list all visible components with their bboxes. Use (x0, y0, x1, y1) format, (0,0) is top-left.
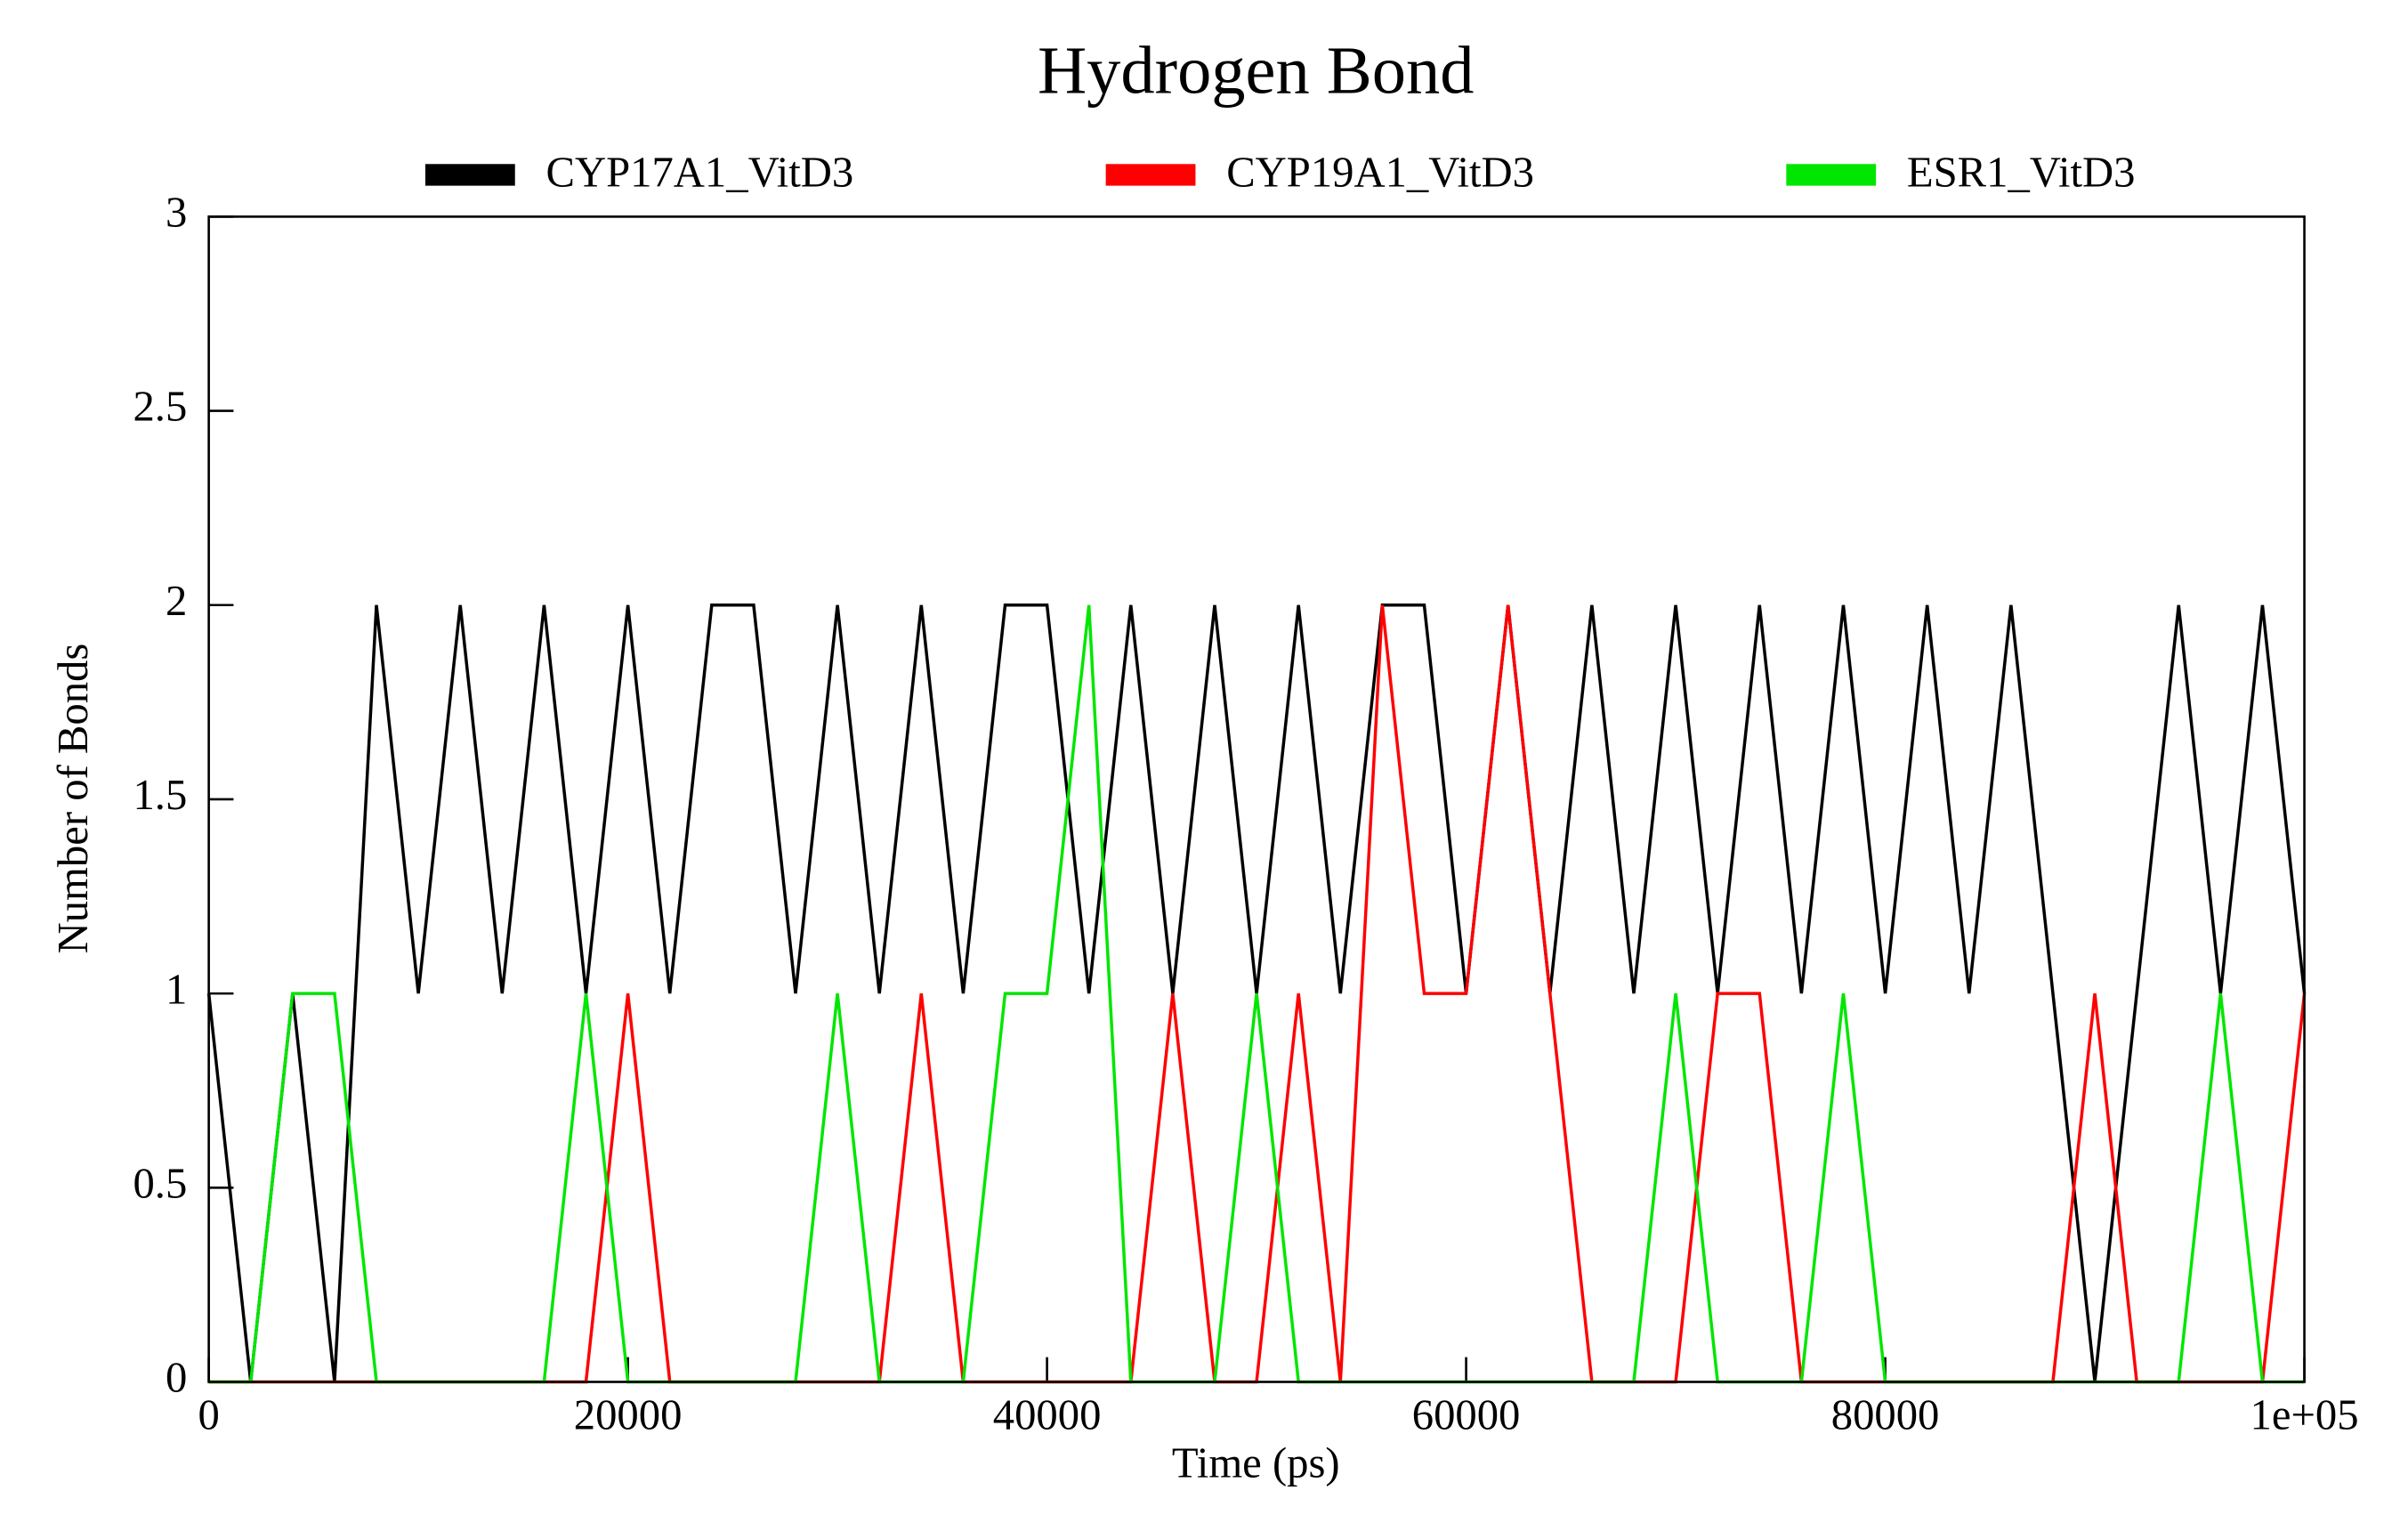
x-tick-label: 60000 (1412, 1390, 1521, 1438)
y-axis-label: Number of Bonds (49, 644, 97, 954)
legend-label: CYP19A1_VitD3 (1226, 148, 1534, 196)
legend-label: CYP17A1_VitD3 (545, 148, 853, 196)
y-tick-label: 1.5 (133, 771, 187, 819)
y-tick-label: 0 (166, 1354, 187, 1402)
x-tick-label: 40000 (993, 1390, 1102, 1438)
plot-frame (207, 215, 2306, 1383)
y-tick-label: 2 (166, 577, 187, 625)
x-tick-label: 0 (198, 1390, 219, 1438)
y-tick-label: 0.5 (133, 1159, 187, 1207)
legend-swatch (1105, 164, 1196, 186)
legend-label: ESR1_VitD3 (1907, 148, 2136, 196)
x-tick-label: 20000 (574, 1390, 683, 1438)
chart-title: Hydrogen Bond (1038, 32, 1475, 108)
legend-swatch (1786, 164, 1877, 186)
x-tick-label: 1e+05 (2250, 1390, 2359, 1438)
series-line (208, 604, 2305, 1384)
y-tick-label: 1 (166, 965, 187, 1013)
x-tick-label: 80000 (1831, 1390, 1940, 1438)
y-tick-label: 3 (166, 189, 187, 237)
x-axis-label: Time (ps) (1172, 1438, 1340, 1487)
y-tick-label: 2.5 (133, 383, 187, 431)
legend-swatch (424, 164, 515, 186)
